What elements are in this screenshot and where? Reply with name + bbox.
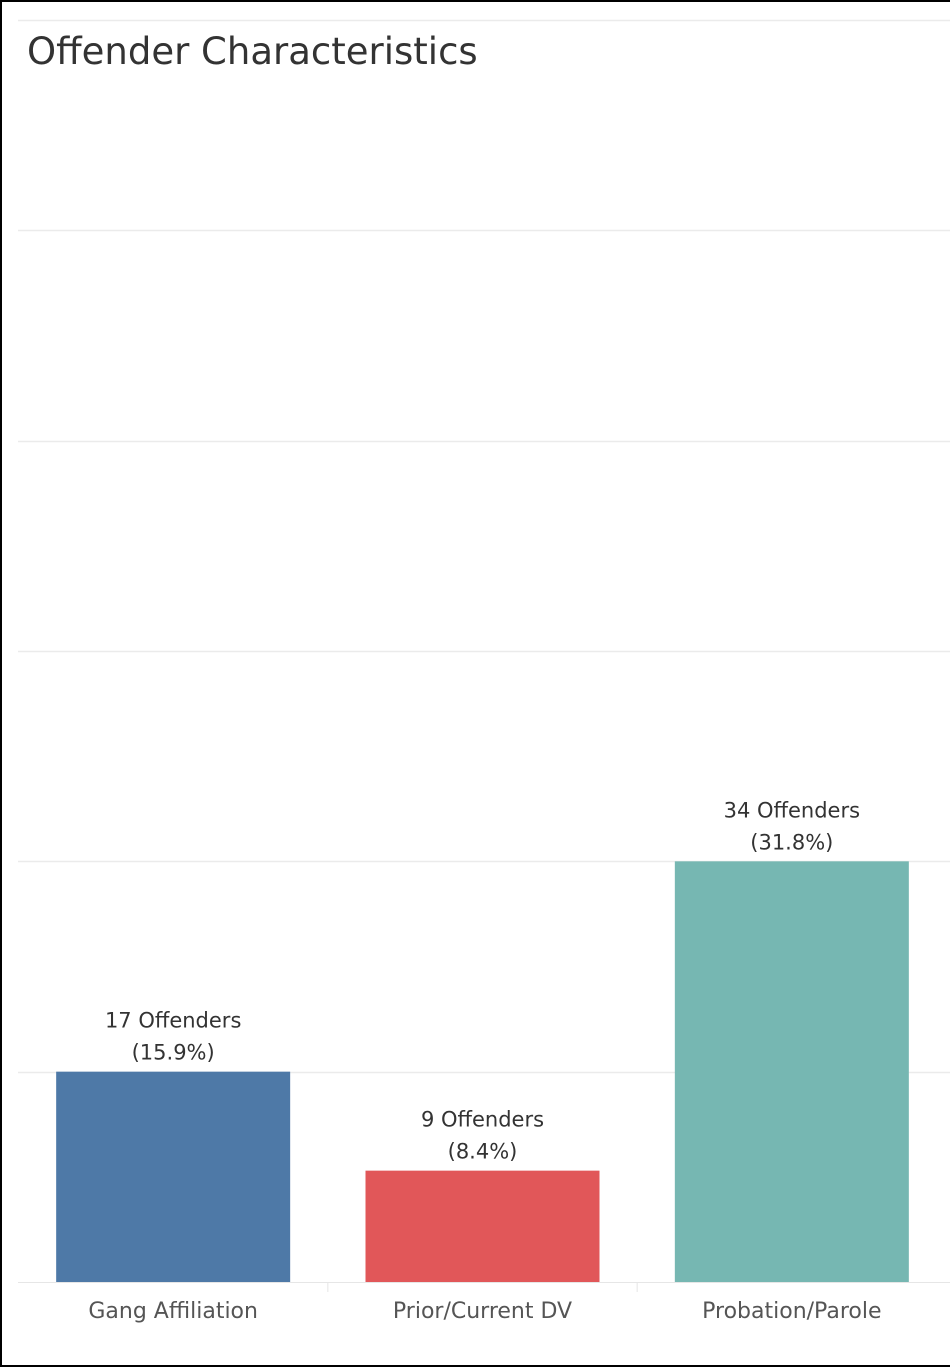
bar-prior-current-dv xyxy=(365,1170,600,1282)
data-label: 9 Offenders xyxy=(421,1108,544,1132)
chart-title: Offender Characteristics xyxy=(27,30,478,73)
x-tick-label: Prior/Current DV xyxy=(393,1299,572,1324)
x-tick-label: Gang Affiliation xyxy=(88,1299,258,1324)
bar-probation-parole xyxy=(674,861,909,1282)
data-label: (8.4%) xyxy=(448,1140,518,1164)
x-tick-label: Probation/Parole xyxy=(702,1299,881,1324)
data-label: (15.9%) xyxy=(132,1041,215,1065)
bar-gang-affiliation xyxy=(56,1071,291,1282)
data-label: 34 Offenders xyxy=(724,798,860,822)
data-label: (31.8%) xyxy=(750,830,833,854)
data-label: 17 Offenders xyxy=(105,1009,241,1033)
